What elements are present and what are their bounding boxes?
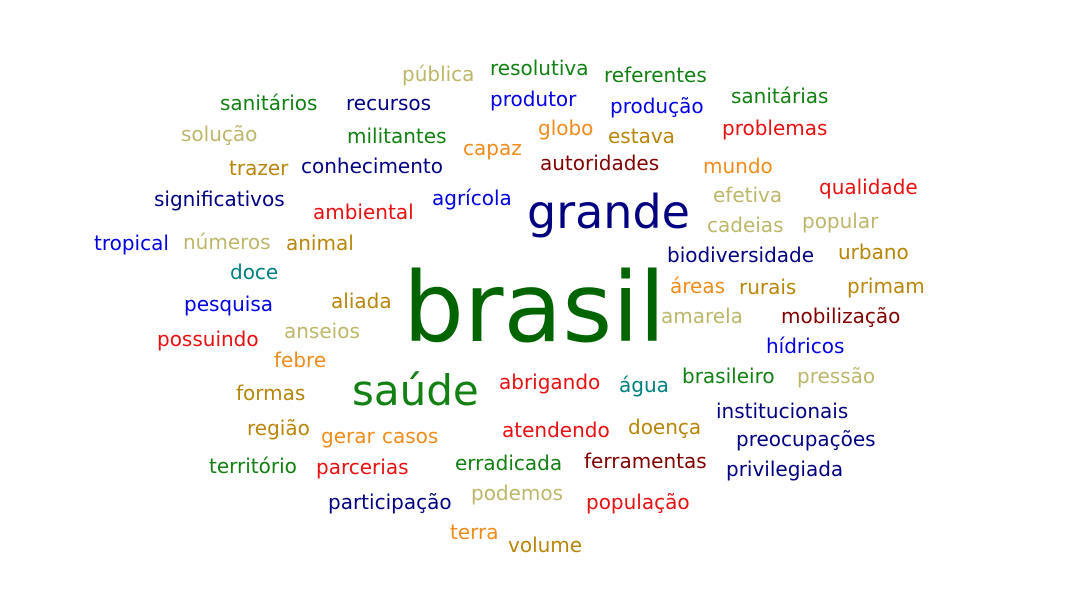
word-amarela: amarela [661,304,743,328]
word-podemos: podemos [471,481,564,505]
word-erradicada: erradicada [455,451,563,475]
word-volume: volume [508,533,583,557]
word-agua: água [619,373,669,397]
word-animal: animal [286,231,354,255]
word-gerar: gerar [321,424,375,448]
word-regiao: região [247,416,310,440]
word-producao: produção [610,94,704,118]
word-preocupacoes: preocupações [736,427,876,451]
word-autoridades: autoridades [540,151,660,175]
word-efetiva: efetiva [713,183,783,207]
word-ambiental: ambiental [313,200,414,224]
word-anseios: anseios [284,319,360,343]
word-popular: popular [802,209,879,233]
word-significativos: significativos [154,187,285,211]
word-participacao: participação [328,490,452,514]
word-mundo: mundo [703,154,773,178]
word-biodiversidade: biodiversidade [667,243,815,267]
word-produtor: produtor [490,87,577,111]
word-abrigando: abrigando [499,370,601,394]
word-problemas: problemas [722,116,828,140]
word-febre: febre [274,348,327,372]
word-referentes: referentes [604,63,707,87]
word-aliada: aliada [331,289,392,313]
word-parcerias: parcerias [316,455,409,479]
word-formas: formas [236,381,306,405]
word-conhecimento: conhecimento [301,154,443,178]
word-pressao: pressão [797,364,876,388]
word-estava: estava [608,124,675,148]
word-cadeias: cadeias [707,213,784,237]
word-trazer: trazer [229,156,289,180]
word-sanitarias: sanitárias [731,84,829,108]
word-privilegiada: privilegiada [726,457,844,481]
word-hidricos: hídricos [766,334,845,358]
word-atendendo: atendendo [502,418,610,442]
word-populacao: população [586,490,690,514]
word-possuindo: possuindo [157,327,259,351]
word-solucao: solução [181,122,258,146]
word-qualidade: qualidade [819,175,918,199]
word-recursos: recursos [346,91,432,115]
word-sanitarios: sanitários [220,91,318,115]
word-rurais: rurais [739,275,797,299]
word-pesquisa: pesquisa [184,292,274,316]
word-areas: áreas [670,274,726,298]
word-agricola: agrícola [432,186,512,210]
word-terra: terra [450,520,499,544]
word-militantes: militantes [347,124,447,148]
word-globo: globo [538,116,594,140]
word-capaz: capaz [463,136,522,160]
word-tropical: tropical [94,231,169,255]
word-brasil: brasil [403,252,666,364]
word-urbano: urbano [838,240,909,264]
word-casos: casos [382,424,439,448]
word-doenca: doença [628,415,702,439]
word-saude: saúde [352,366,479,415]
word-institucionais: institucionais [716,399,849,423]
word-resolutiva: resolutiva [490,56,589,80]
word-grande: grande [527,185,690,239]
word-brasileiro: brasileiro [682,364,775,388]
word-ferramentas: ferramentas [584,449,707,473]
word-territorio: território [209,454,297,478]
word-primam: primam [847,274,925,298]
word-doce: doce [230,260,279,284]
word-numeros: números [183,230,271,254]
word-mobilizacao: mobilização [781,304,901,328]
word-publica: pública [402,62,475,86]
